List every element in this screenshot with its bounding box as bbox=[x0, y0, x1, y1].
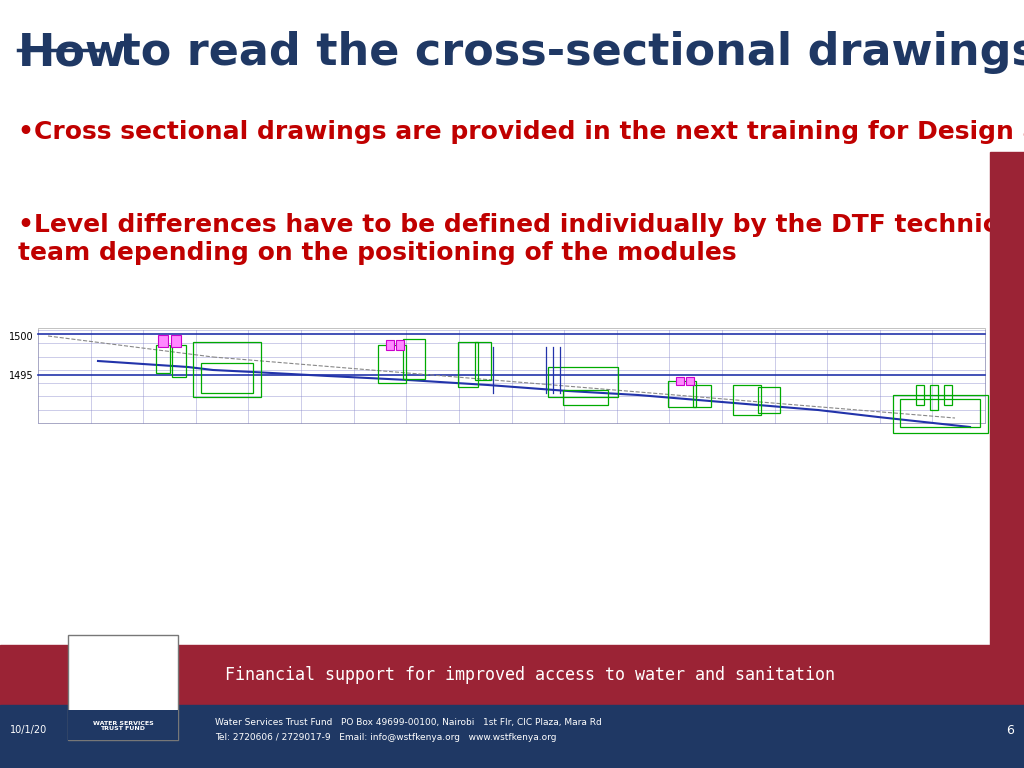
Bar bbox=[686, 377, 694, 385]
Text: 10/1/20: 10/1/20 bbox=[10, 725, 47, 735]
Bar bbox=[693, 385, 711, 407]
Bar bbox=[386, 340, 394, 350]
Bar bbox=[38, 328, 985, 423]
Text: to read the cross-sectional drawings?: to read the cross-sectional drawings? bbox=[104, 31, 1024, 74]
Bar bbox=[548, 367, 618, 397]
Text: 1500: 1500 bbox=[9, 332, 34, 342]
Bar bbox=[944, 385, 952, 405]
Bar bbox=[0, 705, 1024, 768]
Bar bbox=[758, 387, 780, 413]
Text: 6: 6 bbox=[1006, 723, 1014, 737]
Bar bbox=[403, 339, 425, 379]
Text: •Level differences have to be defined individually by the DTF technical
team dep: •Level differences have to be defined in… bbox=[18, 213, 1023, 265]
Bar bbox=[900, 399, 980, 427]
Bar bbox=[975, 650, 1024, 680]
Bar bbox=[916, 385, 924, 405]
Text: How: How bbox=[18, 31, 127, 74]
Bar bbox=[193, 342, 261, 397]
Text: Water Services Trust Fund   PO Box 49699-00100, Nairobi   1st Flr, CIC Plaza, Ma: Water Services Trust Fund PO Box 49699-0… bbox=[215, 717, 602, 727]
Text: Financial support for improved access to water and sanitation: Financial support for improved access to… bbox=[225, 666, 835, 684]
Bar bbox=[733, 385, 761, 415]
Bar bbox=[68, 710, 178, 740]
Bar bbox=[676, 377, 684, 385]
Bar bbox=[201, 363, 253, 393]
Text: WATER SERVICES
TRUST FUND: WATER SERVICES TRUST FUND bbox=[92, 720, 154, 731]
Bar bbox=[171, 335, 181, 347]
Text: •Cross sectional drawings are provided in the next training for Design adaptatio: •Cross sectional drawings are provided i… bbox=[18, 120, 1024, 144]
Bar bbox=[458, 342, 478, 387]
Bar bbox=[378, 345, 406, 383]
Bar bbox=[158, 335, 168, 347]
Text: Tel: 2720606 / 2729017-9   Email: info@wstfkenya.org   www.wstfkenya.org: Tel: 2720606 / 2729017-9 Email: info@wst… bbox=[215, 733, 556, 743]
Text: 1495: 1495 bbox=[9, 371, 34, 381]
Bar bbox=[156, 345, 170, 373]
Bar bbox=[893, 395, 988, 433]
Bar bbox=[668, 381, 696, 407]
Bar bbox=[930, 385, 938, 410]
Bar bbox=[475, 342, 490, 380]
Bar bbox=[396, 340, 404, 350]
Bar bbox=[172, 345, 186, 377]
Bar bbox=[68, 635, 178, 740]
Bar bbox=[563, 390, 608, 405]
Bar bbox=[990, 152, 1024, 680]
Bar bbox=[0, 645, 1024, 705]
